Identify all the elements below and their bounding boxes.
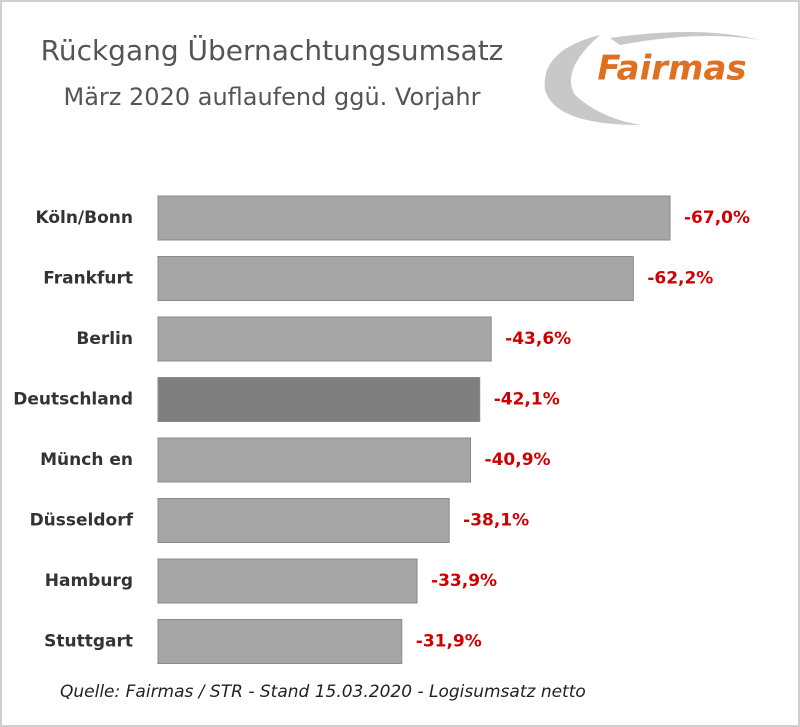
value-label: -43,6%: [505, 329, 571, 349]
value-label: -38,1%: [463, 511, 529, 531]
value-label: -40,9%: [485, 450, 551, 470]
bar: [157, 195, 671, 241]
chart-subtitle: März 2020 auflaufend ggü. Vorjahr: [64, 83, 481, 111]
value-label: -67,0%: [684, 208, 750, 228]
logo-swoosh: [610, 31, 760, 45]
category-label: Hamburg: [45, 571, 133, 591]
value-label: -33,9%: [431, 571, 497, 591]
bar: [157, 316, 492, 362]
category-label: Frankfurt: [43, 269, 133, 289]
source-note: Quelle: Fairmas / STR - Stand 15.03.2020…: [60, 682, 586, 702]
category-label: Köln/Bonn: [35, 208, 133, 228]
bar: [157, 498, 450, 543]
category-label: Münch en: [40, 450, 133, 470]
bar: [157, 558, 418, 604]
category-label: Stuttgart: [44, 632, 133, 652]
bar: [157, 377, 481, 422]
bar: [157, 437, 472, 483]
bar: [157, 619, 403, 664]
value-label: -31,9%: [416, 632, 482, 652]
value-label: -62,2%: [647, 269, 713, 289]
category-label: Berlin: [76, 329, 133, 349]
value-label: -42,1%: [494, 390, 560, 410]
category-label: Deutschland: [13, 390, 133, 410]
logo-swoosh: [544, 35, 640, 125]
category-label: Düsseldorf: [30, 511, 134, 531]
chart-title: Rückgang Übernachtungsumsatz: [41, 33, 504, 67]
logo: Fairmas: [597, 49, 746, 89]
bar: [157, 256, 634, 301]
